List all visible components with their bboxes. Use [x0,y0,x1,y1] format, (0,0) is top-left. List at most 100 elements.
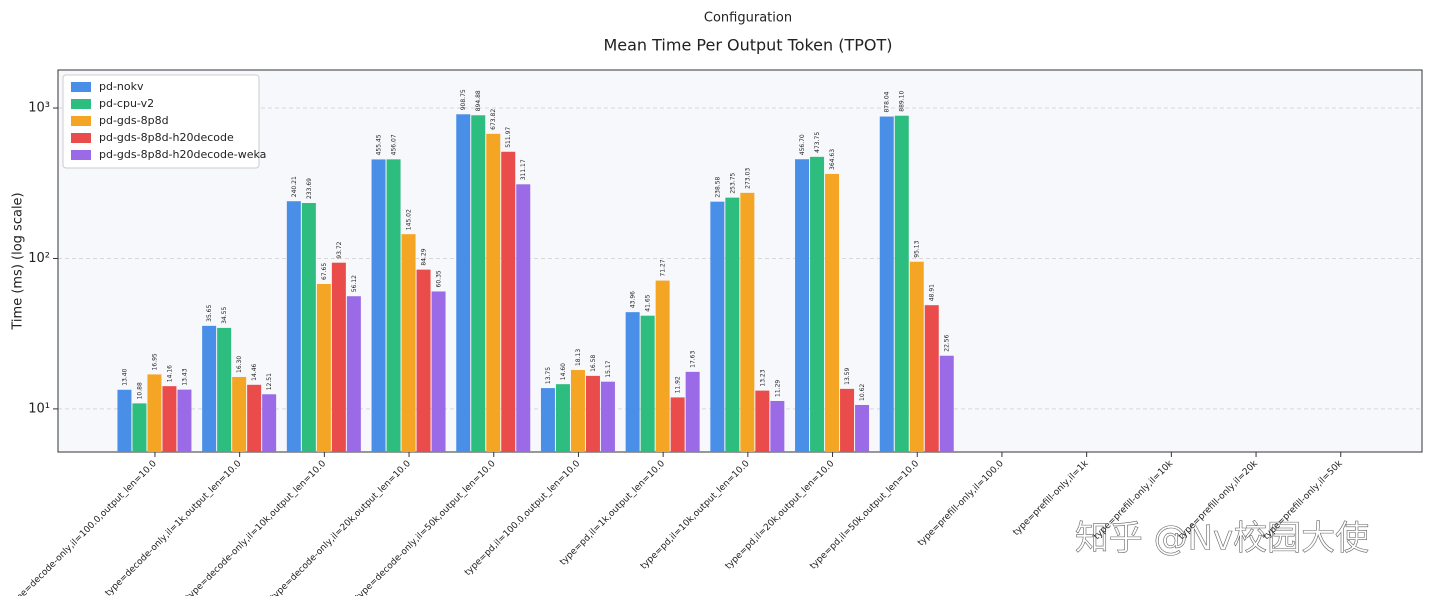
value-label: 253.75 [729,172,736,193]
bar [540,388,555,452]
y-tick-label: 10² [28,251,50,266]
value-label: 13.23 [759,369,766,386]
bar [924,305,939,452]
bar [685,371,700,452]
bar [710,201,725,452]
bar [625,312,640,452]
bar [316,284,331,452]
value-label: 11.92 [675,376,682,393]
bar [401,234,416,452]
bar [670,397,685,452]
bar [117,389,132,452]
value-label: 12.51 [266,373,273,390]
bar [879,116,894,453]
value-label: 13.59 [844,368,851,385]
legend-label: pd-cpu-v2 [99,97,154,110]
bar [232,376,247,452]
bar [755,390,770,452]
legend-swatch [71,82,91,92]
bar [770,400,785,452]
y-tick-label: 10¹ [28,401,50,416]
bar [939,355,954,452]
y-axis-label: Time (ms) (log scale) [11,192,26,330]
bar [795,159,810,452]
bar [501,151,516,452]
bar [162,386,177,452]
bar [600,381,615,452]
legend-box [62,74,260,169]
value-label: 93.72 [336,241,343,258]
value-label: 14.16 [166,365,173,382]
value-label: 18.13 [575,349,582,366]
value-label: 878.04 [884,91,891,112]
bar [555,384,570,452]
bar [416,269,431,452]
y-tick-label: 10³ [28,101,50,116]
bar [840,388,855,452]
value-label: 56.12 [351,275,358,292]
bar [894,115,909,452]
bar [516,184,531,452]
value-label: 71.27 [660,259,667,276]
bar [655,280,670,452]
bar [301,203,316,452]
bar [810,156,825,452]
value-label: 894.88 [475,90,482,111]
value-label: 84.29 [421,248,428,265]
value-label: 67.65 [321,263,328,280]
bar [640,315,655,452]
value-label: 456.07 [391,134,398,155]
value-label: 48.91 [929,284,936,301]
legend-swatch [71,116,91,126]
bar [855,404,870,452]
value-label: 43.96 [630,291,637,308]
bar [456,114,471,452]
bar [132,403,147,452]
value-label: 238.58 [714,176,721,197]
value-label: 22.56 [944,334,951,351]
bar [217,327,232,452]
plot-frame [57,69,1423,453]
value-label: 41.65 [645,294,652,311]
value-label: 14.46 [251,363,258,380]
bar [486,133,501,452]
bar [147,374,162,452]
legend-swatch [71,133,91,143]
value-label: 908.75 [460,89,467,110]
legend-label: pd-gds-8p8d-h20decode-weka [99,148,266,161]
value-label: 16.30 [236,356,243,373]
value-label: 311.17 [520,159,527,180]
watermark: 知乎 @Nv校园大使 [1075,519,1369,559]
legend-label: pd-gds-8p8d [99,114,169,127]
bar [247,384,262,452]
plot-area [58,70,1422,452]
bar [909,261,924,452]
header: Configuration [704,11,792,26]
value-label: 10.88 [136,382,143,399]
bar [262,394,277,452]
bar [386,159,401,452]
bar [431,291,446,452]
value-label: 145.02 [406,209,413,230]
chart-title: Mean Time Per Output Token (TPOT) [603,36,892,55]
value-label: 511.97 [505,127,512,148]
legend-label: pd-nokv [99,80,144,93]
value-label: 273.03 [744,168,751,189]
value-label: 14.60 [560,363,567,380]
value-label: 364.63 [829,149,836,170]
bar [570,370,585,452]
bar [825,173,840,452]
bar [585,375,600,452]
bar [740,192,755,452]
value-label: 673.82 [490,109,497,130]
value-label: 15.17 [605,360,612,377]
bar [371,159,386,452]
value-label: 16.95 [151,353,158,370]
value-label: 456.70 [799,134,806,155]
value-label: 11.29 [774,380,781,397]
value-label: 35.65 [206,304,213,321]
value-label: 13.75 [545,367,552,384]
bar [202,325,217,452]
legend-swatch [71,99,91,109]
